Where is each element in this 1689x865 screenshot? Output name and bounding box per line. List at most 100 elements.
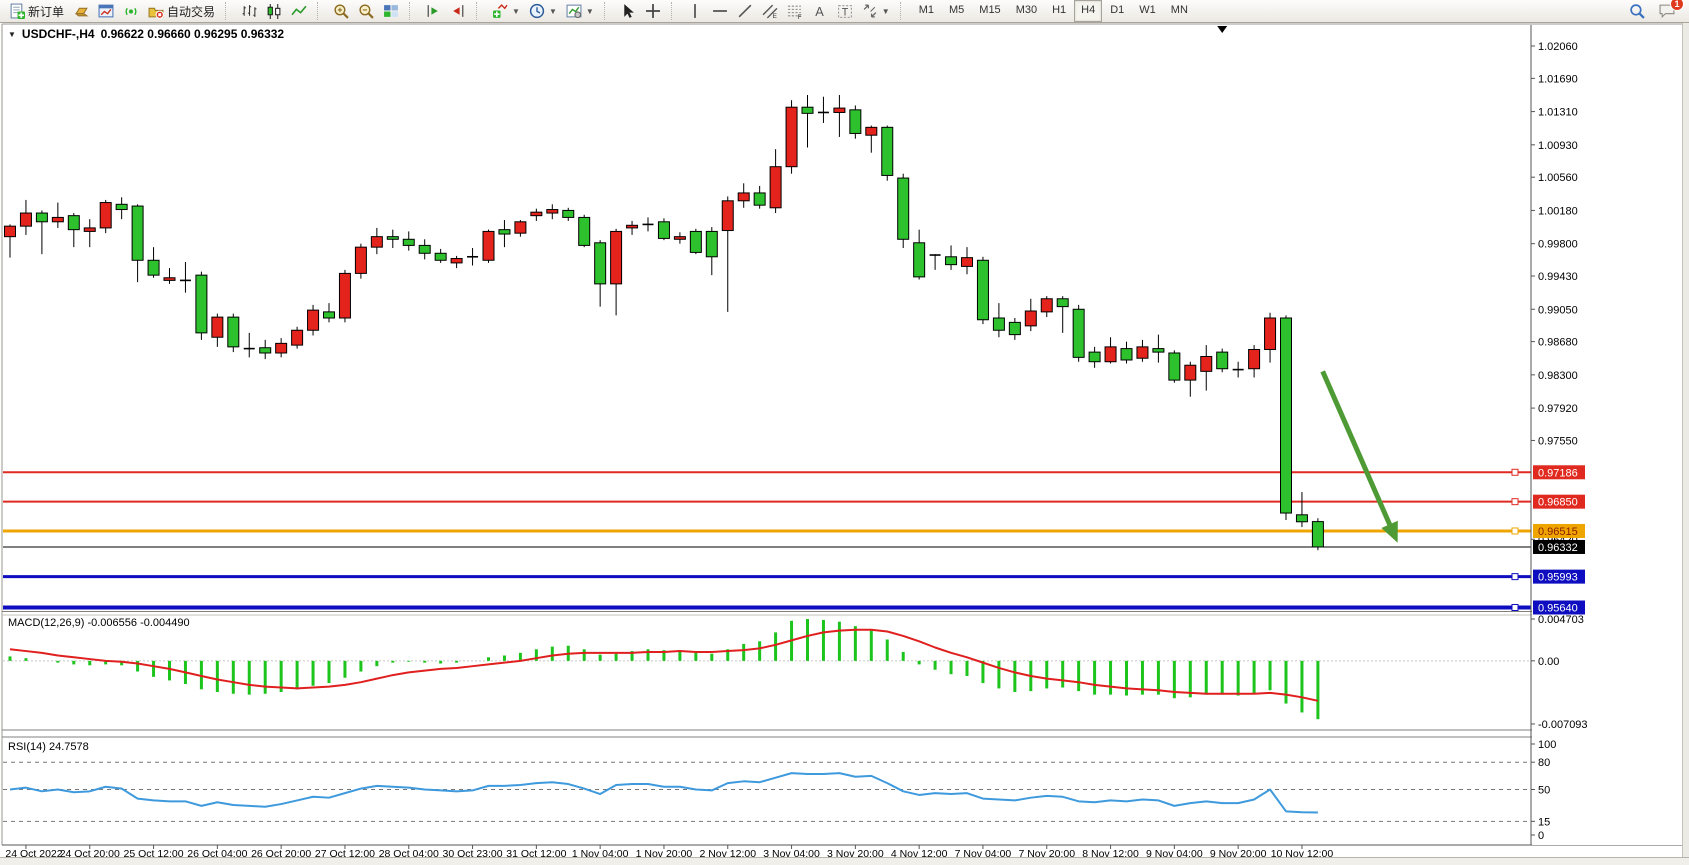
hline-handle[interactable] — [1511, 527, 1519, 535]
timeframe-button-M15[interactable]: M15 — [979, 4, 1001, 16]
line-chart-icon — [291, 5, 307, 16]
chart-shift-button[interactable] — [446, 0, 470, 22]
indicators-icon — [493, 4, 508, 18]
price-tick-label: 0.97550 — [1538, 435, 1578, 447]
bull-candle — [1136, 346, 1149, 359]
hline-handle[interactable] — [1511, 604, 1519, 612]
candle-chart-button[interactable] — [262, 0, 286, 22]
text-icon: A — [815, 4, 824, 19]
hline-handle[interactable] — [1511, 498, 1519, 506]
toolbar-group-pointer — [613, 0, 668, 22]
chart-top-marker-icon[interactable] — [1217, 26, 1228, 33]
timeframe-button-H4[interactable]: H4 — [1074, 0, 1103, 22]
trend-arrow-annotation[interactable] — [1320, 370, 1398, 543]
bull-candle — [546, 209, 559, 214]
fibonacci-icon: F — [787, 5, 801, 19]
bear-candle — [195, 274, 208, 334]
cursor-button[interactable] — [616, 0, 640, 22]
line-chart-button[interactable] — [287, 0, 311, 22]
templates-icon — [566, 4, 582, 19]
trendline-button[interactable] — [733, 0, 757, 22]
toolbar-group-trade: 新订单 自动交易 — [2, 0, 222, 22]
periods-icon — [529, 3, 545, 19]
rsi-line — [9, 772, 1318, 814]
periods-button-dropdown-caret-icon[interactable]: ▼ — [548, 6, 557, 16]
templates-button[interactable]: ▼ — [562, 0, 598, 22]
timeframe-toolbar: M1 M5 M15 M30 H1 H4 D1 W1 MN — [909, 0, 1198, 22]
bull-candle — [99, 202, 112, 229]
price-tick-label: 1.01310 — [1538, 107, 1578, 119]
indicators-button-dropdown-caret-icon[interactable]: ▼ — [512, 6, 520, 16]
macd-axis-label: -0.007093 — [1538, 719, 1588, 731]
new-order-button[interactable]: 新订单 — [5, 0, 68, 22]
bear-candle — [913, 242, 926, 278]
zoom-out-button[interactable] — [354, 0, 378, 22]
price-axis[interactable]: 1.02060 1.01690 1.01310 1.00930 1.00560 1.001… — [1530, 25, 1682, 845]
vline-button[interactable] — [683, 0, 707, 22]
bull-candle — [1104, 346, 1117, 363]
label-button[interactable]: T — [833, 0, 857, 22]
bear-candle — [259, 347, 272, 354]
hline-button[interactable] — [708, 0, 732, 22]
channel-button[interactable]: E — [758, 0, 782, 22]
bear-candle — [386, 236, 399, 240]
hline-handle[interactable] — [1511, 468, 1519, 476]
search-button[interactable] — [1625, 0, 1649, 22]
window-right-edge — [1682, 23, 1689, 858]
crosshair-button[interactable] — [641, 0, 665, 22]
zoom-in-icon — [334, 4, 349, 19]
chart-shift-icon — [453, 5, 464, 17]
bull-candle — [1248, 348, 1261, 370]
bear-candle — [1056, 298, 1069, 308]
tile-windows-button[interactable] — [379, 0, 403, 22]
toolbar-right-cluster: 1 — [1625, 0, 1687, 22]
hline-handle[interactable] — [1511, 573, 1519, 581]
timeframe-button-D1[interactable]: D1 — [1110, 4, 1125, 16]
signals-button[interactable] — [119, 0, 143, 22]
templates-button-dropdown-caret-icon[interactable]: ▼ — [585, 6, 594, 16]
timeframe-button-MN[interactable]: MN — [1170, 4, 1188, 16]
bear-candle — [594, 242, 607, 285]
bear-candle — [801, 106, 814, 114]
timeframe-button-M30[interactable]: M30 — [1015, 4, 1038, 16]
auto-trading-button[interactable]: 自动交易 — [144, 0, 219, 22]
price-tick-label: 0.99050 — [1538, 304, 1578, 316]
periods-button[interactable]: ▼ — [525, 0, 561, 22]
arrows-button[interactable]: ▼ — [858, 0, 894, 22]
indicators-button[interactable]: ▼ — [488, 0, 524, 22]
bear-candle — [1295, 514, 1308, 523]
timeframe-button-M5[interactable]: M5 — [949, 4, 965, 16]
bear-candle — [434, 252, 447, 261]
bar-chart-button[interactable] — [237, 0, 261, 22]
timeframe-button-H1[interactable]: H1 — [1052, 4, 1067, 16]
timeframe-button-M1[interactable]: M1 — [918, 4, 934, 16]
toolbar-separator — [670, 2, 677, 20]
charts-icon — [98, 4, 114, 18]
arrows-button-dropdown-caret-icon[interactable]: ▼ — [881, 6, 890, 16]
channel-icon: E — [762, 4, 778, 19]
macd-axis-label: 0.004703 — [1538, 614, 1584, 626]
bar-chart-icon — [242, 5, 257, 17]
charts-button[interactable] — [94, 0, 118, 22]
rsi-axis-label: 50 — [1538, 784, 1550, 796]
toolbar-group-chart-type — [234, 0, 314, 22]
bull-candle — [275, 342, 288, 354]
bear-candle — [1120, 348, 1133, 361]
timeframe-button-W1[interactable]: W1 — [1139, 4, 1156, 16]
auto-scroll-button[interactable] — [421, 0, 445, 22]
chat-button[interactable]: 1 — [1655, 0, 1684, 22]
text-button[interactable]: A — [808, 0, 832, 22]
bear-candle — [418, 244, 431, 254]
bear-candle — [227, 316, 240, 348]
tile-windows-icon — [384, 5, 398, 17]
fibonacci-button[interactable]: F — [783, 0, 807, 22]
zoom-in-button[interactable] — [329, 0, 353, 22]
price-badge-0.95640 — [1533, 600, 1585, 615]
one-click-trading-arrow-icon[interactable]: ▼ — [8, 29, 16, 39]
bear-candle — [1072, 308, 1085, 358]
price-tick-label: 1.00560 — [1538, 172, 1578, 184]
bull-candle — [961, 257, 973, 267]
bull-candle — [450, 258, 463, 264]
market-watch-button[interactable] — [69, 0, 93, 22]
